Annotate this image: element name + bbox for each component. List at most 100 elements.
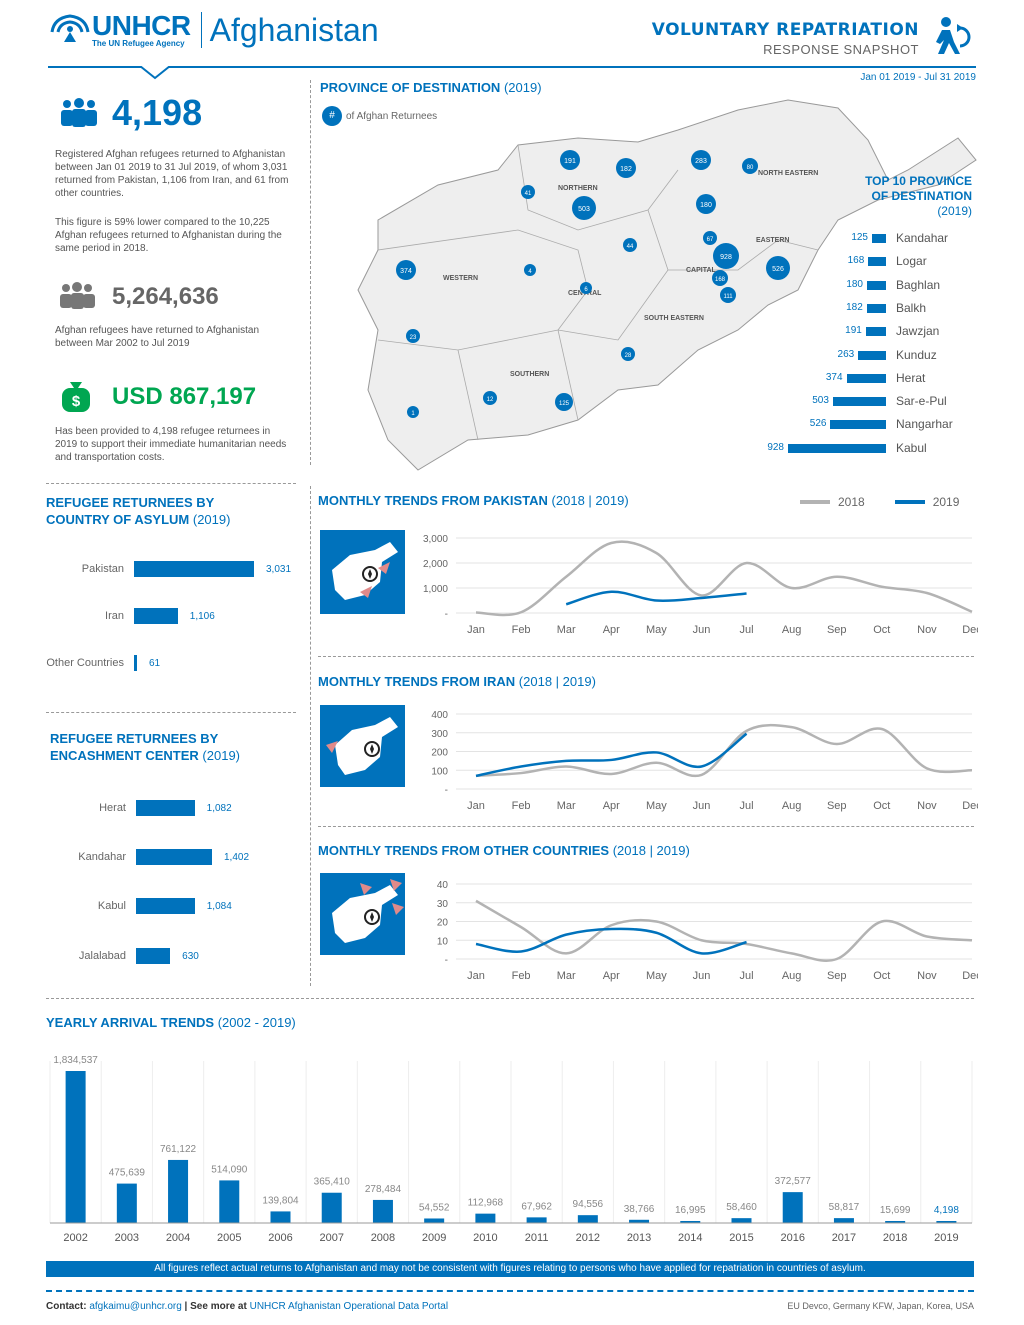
footer-contact: Contact: afgkaimu@unhcr.org | See more a… (46, 1301, 448, 1312)
year-value-label: 16,995 (675, 1205, 706, 1216)
encashment-title: REFUGEE RETURNEES BY ENCASHMENT CENTER (… (50, 730, 240, 764)
top10-title-line1: TOP 10 PROVINCE (865, 174, 972, 188)
year-label: 2007 (319, 1232, 343, 1244)
province-bubble: 80 (742, 158, 758, 174)
top10-value: 526 (809, 418, 827, 430)
yearly-title-text: YEARLY ARRIVAL TRENDS (46, 1015, 215, 1030)
iran-minimap (320, 705, 405, 787)
encash-value: 1,082 (206, 803, 232, 814)
province-bubble: 12 (483, 391, 497, 405)
x-tick-label: Mar (557, 624, 576, 636)
encash-bar (136, 800, 195, 816)
svg-text:283: 283 (695, 158, 707, 165)
year-label: 2008 (371, 1232, 395, 1244)
year-value-label: 278,484 (365, 1184, 402, 1195)
top10-bar (866, 280, 886, 290)
encash-bar (136, 948, 171, 964)
series-line-2019 (475, 927, 747, 955)
encash-value: 630 (182, 951, 199, 962)
top10-value: 191 (845, 325, 862, 337)
contact-email-link[interactable]: afgkaimu@unhcr.org (89, 1301, 182, 1312)
top10-name: Balkh (896, 300, 927, 315)
footer-note: All figures reflect actual returns to Af… (46, 1261, 974, 1277)
pakistan-trend-title-text: MONTHLY TRENDS FROM PAKISTAN (318, 493, 548, 508)
x-tick-label: Oct (873, 624, 890, 636)
top10-name: Nangarhar (896, 417, 953, 432)
year-bar (833, 1218, 854, 1223)
unhcr-emblem-icon (50, 14, 90, 42)
svg-text:41: 41 (525, 191, 532, 197)
x-tick-label: Jul (740, 624, 754, 636)
year-bar (219, 1180, 240, 1223)
asylum-title-line2: COUNTRY OF ASYLUM (46, 512, 190, 527)
year-value-label: 38,766 (624, 1204, 655, 1215)
top10-bar (866, 303, 886, 313)
y-tick-label: - (445, 785, 448, 796)
legend-2018-label: 2018 (838, 495, 865, 509)
x-tick-label: Nov (917, 800, 937, 812)
x-tick-label: Jun (693, 624, 711, 636)
x-tick-label: Nov (917, 970, 937, 982)
top10-value: 182 (846, 301, 863, 313)
portal-link[interactable]: UNHCR Afghanistan Operational Data Porta… (249, 1301, 449, 1312)
province-bubble: 374 (396, 260, 416, 280)
year-bar (168, 1159, 189, 1223)
footer-divider (46, 1290, 974, 1292)
encash-label: Kandahar (78, 851, 126, 863)
top10-bar (788, 443, 886, 453)
svg-text:4: 4 (528, 269, 532, 275)
other-trend-chart: 40 30 20 10 - Jan Feb Mar Apr May Jun Jul Aug Sep Oct N… (437, 880, 978, 982)
x-tick-label: Apr (603, 970, 620, 982)
year-label: 2005 (217, 1232, 241, 1244)
encash-label: Jalalabad (78, 950, 126, 962)
afghanistan-map: NORTHERN NORTH EASTERN EASTERN CAPITAL W… (357, 99, 977, 471)
top10-name: Kabul (896, 440, 927, 455)
x-tick-label: Sep (827, 800, 847, 812)
year-value-label: 365,410 (314, 1177, 351, 1188)
top10-name: Kunduz (896, 347, 937, 362)
section-divider (318, 826, 974, 827)
year-label: 2016 (780, 1232, 804, 1244)
province-bubble: 67 (703, 231, 717, 245)
year-label: 2010 (473, 1232, 497, 1244)
logo-text-block: UNHCR The UN Refugee Agency (92, 11, 191, 48)
top10-value: 374 (825, 371, 843, 383)
svg-text:180: 180 (700, 202, 712, 209)
year-bar (577, 1215, 598, 1223)
top10-name: Sar-e-Pul (896, 394, 947, 409)
svg-text:12: 12 (487, 397, 494, 403)
yearly-bar-chart: 1,834,537 2002 475,639 2003 761,122 2004 514,0… (49, 1055, 973, 1244)
other-trend-title-suffix: (2018 | 2019) (612, 843, 690, 858)
x-tick-label: Oct (873, 970, 890, 982)
x-tick-label: Aug (782, 624, 802, 636)
column-divider (310, 486, 311, 986)
asylum-value: 1,106 (189, 611, 215, 622)
x-tick-label: Aug (782, 800, 802, 812)
encashment-year: (2019) (202, 748, 240, 763)
svg-text:503: 503 (578, 206, 590, 213)
x-tick-label: May (646, 624, 667, 636)
top10-value: 180 (846, 278, 863, 290)
year-bar (424, 1218, 445, 1223)
report-subtitle: RESPONSE SNAPSHOT (763, 42, 919, 57)
x-tick-label: Nov (917, 624, 937, 636)
x-tick-label: May (646, 970, 667, 982)
x-tick-label: Feb (512, 800, 531, 812)
asylum-label: Iran (105, 610, 124, 622)
kpi-usd-text: Has been provided to 4,198 refugee retur… (55, 426, 287, 463)
asylum-bar (134, 561, 254, 577)
year-value-label: 475,639 (109, 1168, 146, 1179)
x-tick-label: Sep (827, 970, 847, 982)
pakistan-trend-title-suffix: (2018 | 2019) (551, 493, 629, 508)
other-minimap (320, 873, 405, 955)
top10-title-line2: OF DESTINATION (871, 189, 972, 203)
year-label: 2003 (115, 1232, 139, 1244)
year-label: 2014 (678, 1232, 702, 1244)
svg-text:6: 6 (584, 287, 588, 293)
region-label: NORTH EASTERN (758, 170, 818, 177)
encash-bar (136, 898, 195, 914)
top10-bar (846, 373, 886, 383)
kpi-total-text: Afghan refugees have returned to Afghani… (55, 325, 260, 349)
iran-trend-title-text: MONTHLY TRENDS FROM IRAN (318, 674, 516, 689)
x-tick-label: Dec (962, 800, 978, 812)
